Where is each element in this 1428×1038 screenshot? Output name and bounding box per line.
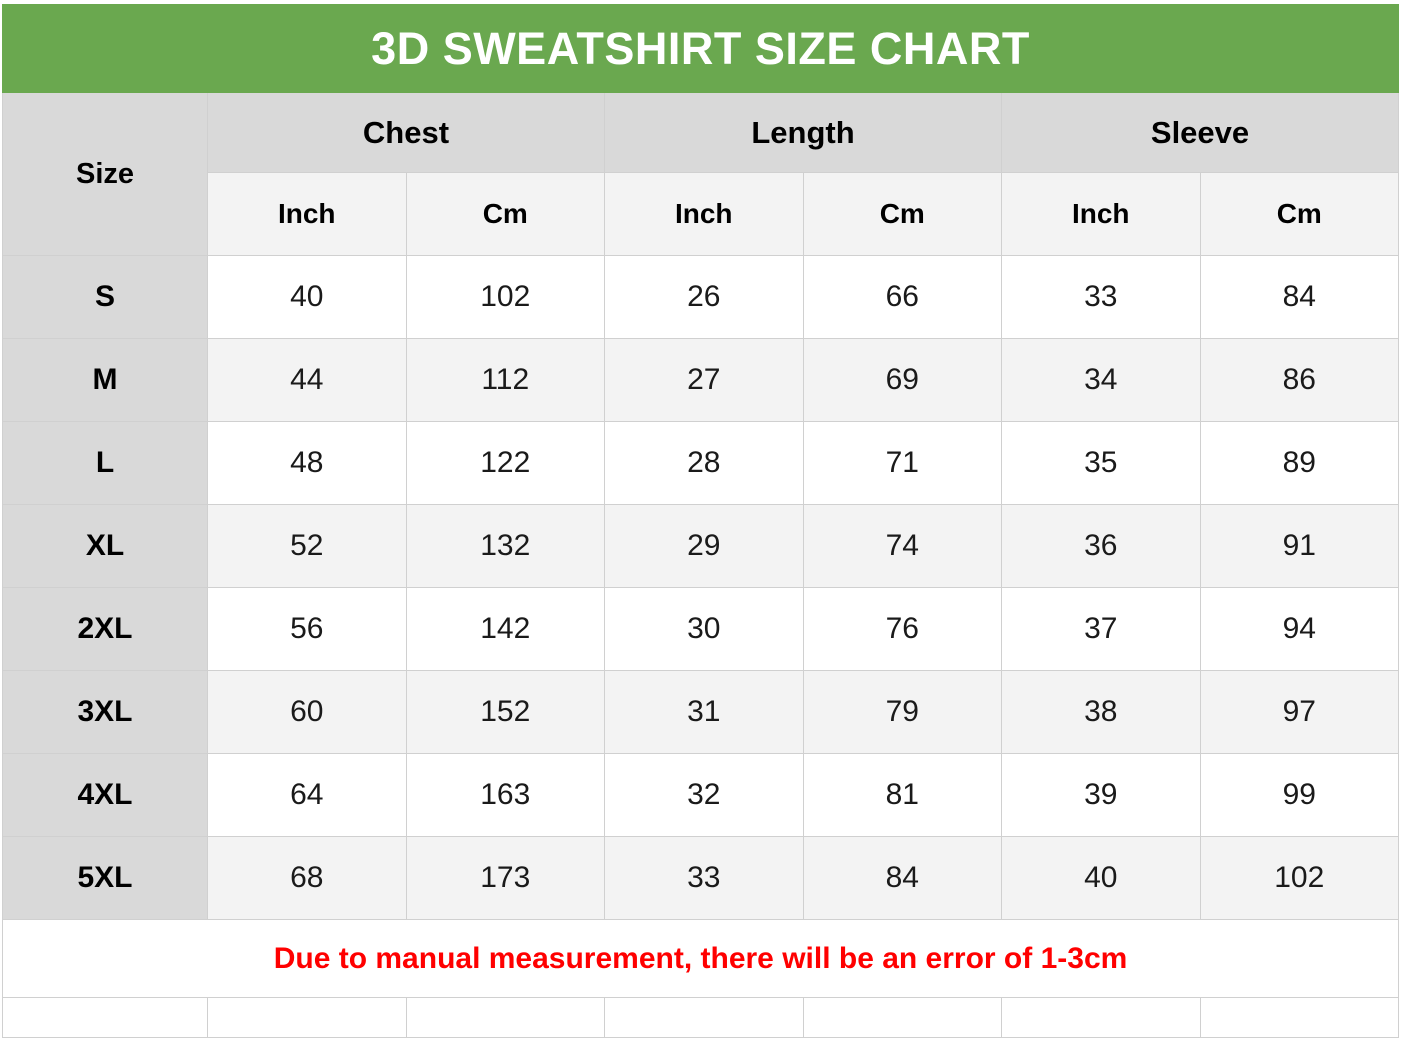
measurement-note-text: Due to manual measurement, there will be… [273, 941, 1128, 975]
tail-grid-cell [1199, 997, 1400, 1038]
size-label-m: M [2, 338, 208, 422]
value-cell: 37 [1001, 587, 1201, 671]
value-cell: 66 [802, 255, 1002, 339]
value-cell: 56 [207, 587, 407, 671]
size-chart-sheet: 3D SWEATSHIRT SIZE CHART Size Chest Length S… [1, 4, 1400, 1038]
value-cell: 79 [802, 670, 1002, 754]
size-label-xl: XL [2, 504, 208, 588]
value-cell: 29 [604, 504, 804, 588]
value-cell: 122 [405, 421, 605, 505]
value-cell: 102 [1199, 836, 1400, 920]
group-header-length: Length [604, 92, 1002, 173]
value-cell: 68 [207, 836, 407, 920]
value-cell: 81 [802, 753, 1002, 837]
tail-grid-cell [1001, 997, 1201, 1038]
table-row: 2XL 56 142 30 76 37 94 [2, 587, 1400, 671]
table-row: S 40 102 26 66 33 84 [2, 255, 1400, 339]
value-cell: 38 [1001, 670, 1201, 754]
size-label-4xl: 4XL [2, 753, 208, 837]
unit-header-2: Inch [604, 172, 804, 256]
size-label-3xl: 3XL [2, 670, 208, 754]
size-column-header: Size [2, 92, 208, 256]
unit-header-row: Inch Cm Inch Cm Inch Cm [3, 172, 1400, 256]
size-label-s: S [2, 255, 208, 339]
group-header-row: Size Chest Length Sleeve [2, 92, 1400, 256]
value-cell: 94 [1199, 587, 1400, 671]
value-cell: 44 [207, 338, 407, 422]
value-cell: 163 [405, 753, 605, 837]
value-cell: 89 [1199, 421, 1400, 505]
value-cell: 34 [1001, 338, 1201, 422]
unit-header-5: Cm [1199, 172, 1400, 256]
value-cell: 33 [1001, 255, 1201, 339]
value-cell: 97 [1199, 670, 1400, 754]
title-banner: 3D SWEATSHIRT SIZE CHART [1, 4, 1400, 93]
tail-grid-cell [2, 997, 208, 1038]
value-cell: 31 [604, 670, 804, 754]
size-label-5xl: 5XL [2, 836, 208, 920]
size-chart-table: 3D SWEATSHIRT SIZE CHART Size Chest Length S… [1, 4, 1400, 1038]
title-row: 3D SWEATSHIRT SIZE CHART [1, 4, 1400, 93]
value-cell: 74 [802, 504, 1002, 588]
value-cell: 76 [802, 587, 1002, 671]
table-row: 5XL 68 173 33 84 40 102 [2, 836, 1400, 920]
unit-header-4: Inch [1001, 172, 1201, 256]
measurement-note: Due to manual measurement, there will be… [1, 919, 1400, 998]
value-cell: 86 [1199, 338, 1400, 422]
value-cell: 26 [604, 255, 804, 339]
table-row: 4XL 64 163 32 81 39 99 [2, 753, 1400, 837]
value-cell: 112 [405, 338, 605, 422]
table-row: XL 52 132 29 74 36 91 [2, 504, 1400, 588]
table-row: L 48 122 28 71 35 89 [2, 421, 1400, 505]
value-cell: 99 [1199, 753, 1400, 837]
value-cell: 39 [1001, 753, 1201, 837]
unit-header-0: Inch [207, 172, 407, 256]
value-cell: 60 [207, 670, 407, 754]
table-row: M 44 112 27 69 34 86 [2, 338, 1400, 422]
tail-grid-cell [405, 997, 605, 1038]
unit-header-3: Cm [802, 172, 1002, 256]
tail-grid-cell [604, 997, 804, 1038]
value-cell: 84 [1199, 255, 1400, 339]
value-cell: 64 [207, 753, 407, 837]
value-cell: 40 [207, 255, 407, 339]
size-label-2xl: 2XL [2, 587, 208, 671]
value-cell: 35 [1001, 421, 1201, 505]
value-cell: 102 [405, 255, 605, 339]
value-cell: 27 [604, 338, 804, 422]
value-cell: 52 [207, 504, 407, 588]
unit-header-1: Cm [405, 172, 605, 256]
value-cell: 84 [802, 836, 1002, 920]
value-cell: 132 [405, 504, 605, 588]
value-cell: 28 [604, 421, 804, 505]
value-cell: 36 [1001, 504, 1201, 588]
tail-grid-cell [207, 997, 407, 1038]
value-cell: 48 [207, 421, 407, 505]
value-cell: 30 [604, 587, 804, 671]
value-cell: 33 [604, 836, 804, 920]
table-row: 3XL 60 152 31 79 38 97 [2, 670, 1400, 754]
value-cell: 69 [802, 338, 1002, 422]
value-cell: 91 [1199, 504, 1400, 588]
tail-grid-cell [802, 997, 1002, 1038]
value-cell: 40 [1001, 836, 1201, 920]
tail-grid-row [2, 997, 1400, 1038]
page-title: 3D SWEATSHIRT SIZE CHART [371, 23, 1030, 74]
value-cell: 71 [802, 421, 1002, 505]
group-header-chest: Chest [207, 92, 605, 173]
value-cell: 173 [405, 836, 605, 920]
note-row: Due to manual measurement, there will be… [1, 919, 1400, 998]
value-cell: 142 [405, 587, 605, 671]
group-header-sleeve: Sleeve [1000, 92, 1400, 173]
value-cell: 32 [604, 753, 804, 837]
size-label-l: L [2, 421, 208, 505]
value-cell: 152 [405, 670, 605, 754]
